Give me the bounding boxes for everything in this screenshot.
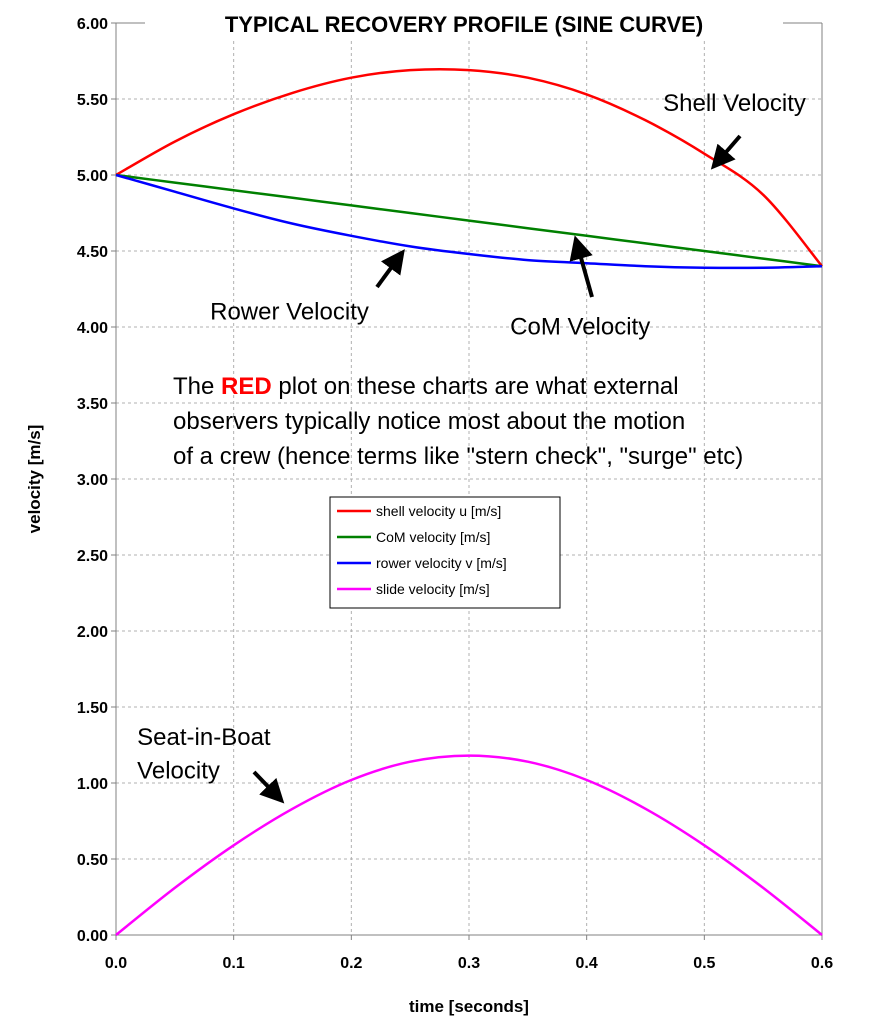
shell-velocity-line (115, 67, 823, 267)
annotation-seat-in-boat-velocity: Velocity (137, 757, 220, 784)
note-red-highlight: RED (221, 373, 272, 400)
y-tick-label: 0.50 (77, 852, 108, 869)
red-plot-note: The RED plot on these charts are what ex… (173, 373, 743, 470)
legend-label: rower velocity v [m/s] (376, 555, 507, 571)
slide-velocity-line (115, 754, 823, 936)
chart-title: TYPICAL RECOVERY PROFILE (SINE CURVE) (225, 12, 703, 37)
note-line-2: observers typically notice most about th… (173, 408, 685, 435)
shell-velocity-arrow (710, 134, 742, 170)
y-tick-label: 1.00 (77, 776, 108, 793)
x-tick-label: 0.4 (576, 955, 598, 972)
y-tick-label: 1.50 (77, 700, 108, 717)
x-tick-label: 0.3 (458, 955, 480, 972)
legend-label: slide velocity [m/s] (376, 581, 490, 597)
annotation-com-velocity: CoM Velocity (510, 314, 650, 341)
y-tick-label: 2.00 (77, 624, 108, 641)
annotation-rower-velocity: Rower Velocity (210, 298, 369, 325)
rower-velocity-line (115, 173, 823, 270)
legend: shell velocity u [m/s] CoM velocity [m/s]… (329, 496, 561, 609)
y-tick-label: 3.00 (77, 472, 108, 489)
legend-label: CoM velocity [m/s] (376, 529, 490, 545)
note-line-1: The RED plot on these charts are what ex… (173, 373, 679, 400)
com-velocity-line (115, 173, 823, 268)
legend-label: shell velocity u [m/s] (376, 503, 501, 519)
x-tick-label: 0.5 (693, 955, 715, 972)
x-tick-label: 0.6 (811, 955, 833, 972)
y-tick-label: 4.00 (77, 320, 108, 337)
annotation-arrows (252, 134, 742, 804)
annotation-seat-in-boat: Seat-in-Boat (137, 724, 271, 751)
y-tick-label: 2.50 (77, 548, 108, 565)
y-tick-label: 5.50 (77, 92, 108, 109)
series-layer (115, 67, 823, 936)
y-tick-label: 6.00 (77, 16, 108, 33)
seat-in-boat-arrow (252, 770, 285, 804)
rower-velocity-arrow (375, 249, 405, 289)
grid-layer (116, 22, 823, 935)
y-tick-label: 4.50 (77, 244, 108, 261)
y-tick-label: 5.00 (77, 168, 108, 185)
note-line-1-rest: plot on these charts are what external (272, 373, 679, 400)
x-tick-label: 0.2 (340, 955, 362, 972)
com-velocity-arrow (569, 235, 594, 298)
annotations: Shell Velocity Rower Velocity CoM Veloci… (137, 90, 806, 784)
note-line-3: of a crew (hence terms like "stern check… (173, 443, 743, 470)
y-axis-title: velocity [m/s] (25, 425, 44, 534)
annotation-shell-velocity: Shell Velocity (663, 90, 806, 117)
x-tick-label: 0.1 (223, 955, 245, 972)
x-axis-title: time [seconds] (409, 997, 529, 1016)
x-tick-label: 0.0 (105, 955, 127, 972)
y-tick-label: 3.50 (77, 396, 108, 413)
chart-title-background (145, 10, 783, 40)
note-prefix: The (173, 373, 221, 400)
y-tick-label: 0.00 (77, 928, 108, 945)
